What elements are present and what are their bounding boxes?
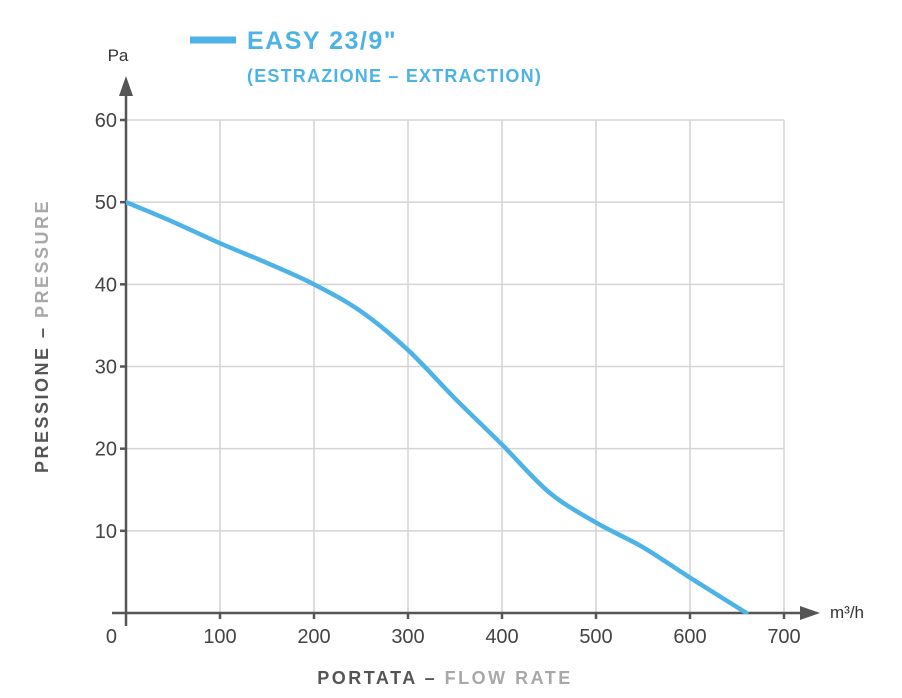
y-axis-title-separator: –	[32, 318, 52, 346]
origin-label: 0	[106, 626, 117, 648]
y-unit-label: Pa	[108, 46, 129, 65]
y-tick-label: 50	[95, 192, 117, 214]
legend-subtitle: (ESTRAZIONE – EXTRACTION)	[247, 66, 542, 86]
grid	[126, 119, 785, 613]
y-axis-arrow	[119, 76, 133, 96]
y-tick-label: 30	[95, 357, 117, 379]
series-layer	[126, 199, 749, 614]
y-axis-title-primary: PRESSIONE	[32, 346, 52, 474]
x-axis-title-separator: –	[417, 668, 445, 688]
y-tick-label: 20	[95, 439, 117, 461]
x-axis-title-primary: PORTATA	[317, 668, 417, 688]
y-axis-title-secondary: PRESSURE	[32, 199, 52, 318]
y-tick-label: 60	[95, 110, 117, 132]
series-line-0	[126, 199, 749, 614]
x-unit-label: m³/h	[830, 603, 864, 622]
x-tick-label: 100	[203, 626, 236, 648]
legend: EASY 23/9" (ESTRAZIONE – EXTRACTION)	[190, 27, 542, 86]
x-axis-title-secondary: FLOW RATE	[445, 668, 573, 688]
x-tick-label: 200	[297, 626, 330, 648]
axes	[112, 76, 820, 626]
x-tick-label: 300	[391, 626, 424, 648]
x-axis-arrow	[800, 606, 820, 620]
x-tick-label: 400	[485, 626, 518, 648]
x-axis-title: PORTATA – FLOW RATE	[317, 668, 573, 688]
y-axis-title: PRESSIONE – PRESSURE	[32, 199, 52, 473]
x-tick-label: 600	[673, 626, 706, 648]
legend-title: EASY 23/9"	[247, 27, 397, 55]
x-tick-label: 500	[579, 626, 612, 648]
y-tick-label: 10	[95, 521, 117, 543]
y-tick-label: 40	[95, 274, 117, 296]
x-tick-label: 700	[767, 626, 800, 648]
